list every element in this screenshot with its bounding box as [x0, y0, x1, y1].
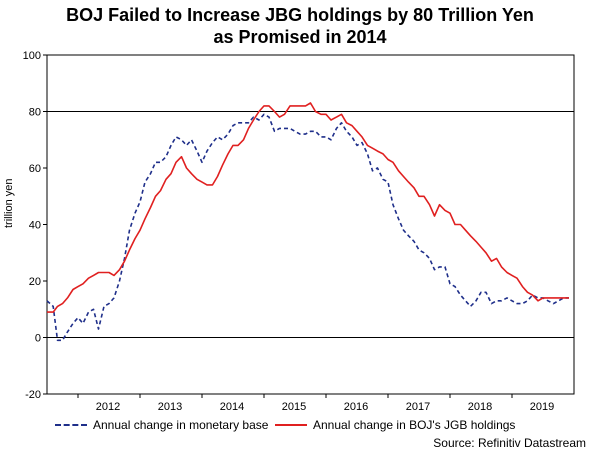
legend-swatch-solid	[275, 423, 307, 426]
y-tick-label-1: 0	[35, 333, 41, 345]
legend-swatch-dashed	[55, 423, 87, 426]
legend-label-jgb-holdings: Annual change in BOJ's JGB holdings	[313, 418, 516, 432]
source-note: Source: Refinitiv Datastream	[433, 436, 586, 450]
y-tick-label-5: 80	[29, 107, 41, 119]
chart-title: BOJ Failed to Increase JBG holdings by 8…	[0, 4, 600, 48]
chart-title-line-2: as Promised in 2014	[213, 27, 387, 47]
y-tick-label-6: 100	[23, 50, 41, 62]
chart-title-line-1: BOJ Failed to Increase JBG holdings by 8…	[66, 5, 534, 25]
y-tick-label-3: 40	[29, 220, 41, 232]
x-tick-label-4: 2016	[344, 401, 368, 413]
y-tick-label-4: 60	[29, 163, 41, 175]
x-tick-label-2: 2014	[220, 401, 244, 413]
plot-frame	[46, 54, 575, 395]
x-tick-label-1: 2013	[158, 401, 182, 413]
x-tick-label-6: 2018	[468, 401, 492, 413]
legend-item-monetary-base: Annual change in monetary base	[55, 418, 268, 432]
x-tick-label-3: 2015	[282, 401, 306, 413]
series-line-monetary-base	[46, 113, 569, 342]
y-tick-label-0: -20	[25, 389, 41, 401]
y-tick-label-2: 20	[29, 276, 41, 288]
x-tick-label-7: 2019	[530, 401, 554, 413]
x-tick-label-5: 2017	[406, 401, 430, 413]
y-axis-label: trillion yen	[3, 178, 15, 228]
legend-item-jgb-holdings: Annual change in BOJ's JGB holdings	[275, 418, 515, 432]
legend-label-monetary-base: Annual change in monetary base	[93, 418, 269, 432]
series-line-jgb-holdings	[47, 102, 569, 313]
x-tick-label-0: 2012	[96, 401, 120, 413]
